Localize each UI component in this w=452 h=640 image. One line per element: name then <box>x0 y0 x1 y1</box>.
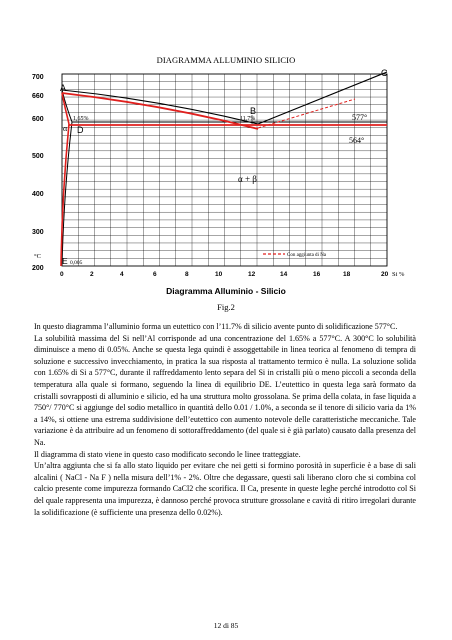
e-value-label: 0,005 <box>70 260 83 266</box>
point-label-a: A <box>60 83 66 93</box>
paragraph: In questo diagramma l’alluminio forma un… <box>34 322 398 331</box>
x-tick-label: 12 <box>248 271 256 278</box>
y-tick-label: 660 <box>32 93 44 100</box>
x-tick-label: 4 <box>120 271 124 278</box>
diagram-frame <box>61 73 388 267</box>
phase-alpha-beta-label: α + β <box>238 174 257 184</box>
x-tick-label: 20 <box>381 271 389 278</box>
eutectic-temp-label: 577° <box>352 113 367 122</box>
point-label-b: B <box>250 106 256 116</box>
phase-diagram: 700 660 600 500 400 300 °C 200 0 2 4 6 8… <box>32 68 405 278</box>
liquidus-al-branch <box>61 89 259 125</box>
x-tick-label: 18 <box>343 271 351 278</box>
figure-caption: Fig.2 <box>217 302 235 312</box>
y-unit: °C <box>34 253 41 260</box>
x-tick-label: 2 <box>90 271 94 278</box>
x-tick-label: 6 <box>153 271 157 278</box>
modified-eutectic-temp-label: 564° <box>349 136 364 145</box>
y-tick-label: 400 <box>32 191 44 198</box>
figure-subtitle: Diagramma Alluminio - Silicio <box>166 286 286 296</box>
solvus-curve-de <box>61 121 73 266</box>
x-tick-label: 16 <box>313 271 321 278</box>
y-tick-label: 500 <box>32 153 44 160</box>
liquidus-si-branch <box>257 71 388 125</box>
x-tick-label: 10 <box>215 271 223 278</box>
body-text: In questo diagramma l’alluminio forma un… <box>34 321 416 518</box>
y-tick-label: 200 <box>32 265 44 272</box>
page-title: DIAGRAMMA ALLUMINIO SILICIO <box>156 55 296 65</box>
x-tick-label: 14 <box>280 271 288 278</box>
y-tick-label: 700 <box>32 74 44 81</box>
page-number: 12 di 85 <box>213 621 239 630</box>
x-tick-label: 8 <box>185 271 189 278</box>
modified-solvus <box>60 123 70 267</box>
modified-liquidus <box>61 92 259 130</box>
x-tick-label: 0 <box>60 271 64 278</box>
na-legend-label: Con aggiunta di Na <box>287 253 327 258</box>
paragraph: La solubilità massima del Si nell’Al cor… <box>34 333 416 447</box>
x-unit: Si % <box>392 271 405 278</box>
solubility-label: 1,65% <box>73 116 89 122</box>
modified-liquidus-dashed <box>257 98 356 129</box>
diagram-grid <box>62 74 387 266</box>
paragraph: Un’altra aggiunta che si fa allo stato l… <box>34 461 416 517</box>
phase-alpha-label: α <box>63 124 68 133</box>
y-tick-label: 300 <box>32 229 44 236</box>
paragraph: Il diagramma di stato viene in questo ca… <box>34 449 301 459</box>
point-label-e: E <box>62 256 68 266</box>
point-label-d: D <box>77 125 84 135</box>
y-tick-label: 600 <box>32 116 44 123</box>
eutectic-composition-label: 11,7% <box>240 116 255 122</box>
point-label-c: C <box>381 68 388 78</box>
modified-solidus <box>61 92 70 125</box>
